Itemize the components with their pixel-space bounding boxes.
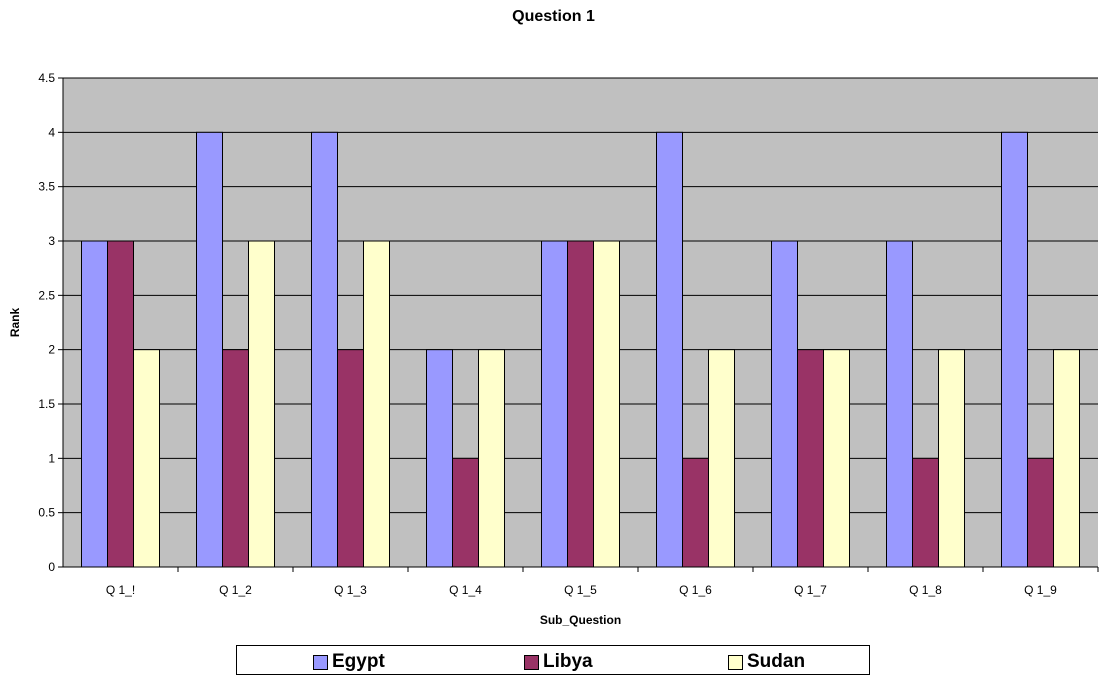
x-tick-label: Q 1_9	[1024, 583, 1057, 597]
x-tick-label: Q 1_3	[334, 583, 367, 597]
bar-libya	[682, 457, 709, 568]
x-tick-label: Q 1_8	[909, 583, 942, 597]
bar-egypt	[886, 240, 913, 568]
bar-sudan	[823, 349, 850, 568]
bar-sudan	[133, 349, 160, 568]
x-tick-label: Q 1_5	[564, 583, 597, 597]
legend-item-sudan: Sudan	[728, 651, 805, 673]
bar-libya	[337, 349, 364, 568]
y-tick-label: 4	[48, 125, 55, 139]
legend-label: Libya	[543, 651, 593, 672]
y-tick-label: 3.5	[38, 180, 55, 194]
bar-libya	[912, 457, 939, 568]
y-tick-label: 1	[48, 451, 55, 465]
legend-item-libya: Libya	[524, 651, 593, 673]
bar-egypt	[656, 131, 683, 568]
x-tick-label: Q 1_7	[794, 583, 827, 597]
legend-swatch	[728, 654, 743, 670]
bar-egypt	[541, 240, 568, 568]
y-tick-label: 2.5	[38, 288, 55, 302]
x-tick-label: Q 1_6	[679, 583, 712, 597]
legend-label: Sudan	[747, 651, 806, 672]
bar-libya	[107, 240, 134, 568]
y-tick-label: 0.5	[38, 506, 55, 520]
bar-sudan	[593, 240, 620, 568]
y-tick-label: 1.5	[38, 397, 55, 411]
bar-sudan	[248, 240, 275, 568]
y-tick-label: 4.5	[38, 71, 55, 85]
y-axis-title: Rank	[8, 308, 22, 338]
bars	[81, 131, 1080, 568]
bar-egypt	[311, 131, 338, 568]
y-tick-label: 3	[48, 234, 55, 248]
bar-libya	[1027, 457, 1054, 568]
x-tick-label: Q 1_2	[219, 583, 252, 597]
legend: Egypt Libya Sudan	[236, 645, 870, 675]
axes: 0 0.5 1 1.5 2 2.5 3 3.5 4 4.5 Q 1_! Q 1_2 Q 1_3 Q 1_4…	[38, 71, 1099, 597]
bar-egypt	[1001, 131, 1028, 568]
legend-swatch	[313, 654, 328, 670]
bar-sudan	[938, 349, 965, 568]
bar-libya	[222, 349, 249, 568]
y-tick-label: 2	[48, 343, 55, 357]
x-tick-label: Q 1_4	[449, 583, 482, 597]
bar-sudan	[708, 349, 735, 568]
chart-title: Question 1	[512, 8, 595, 25]
legend-item-egypt: Egypt	[313, 651, 385, 673]
bar-libya	[567, 240, 594, 568]
bar-egypt	[426, 349, 453, 568]
bar-sudan	[478, 349, 505, 568]
bar-egypt	[196, 131, 223, 568]
bar-egypt	[771, 240, 798, 568]
bar-egypt	[81, 240, 108, 568]
y-tick-label: 0	[48, 560, 55, 574]
x-axis-title: Sub_Question	[540, 613, 621, 627]
bar-libya	[452, 457, 479, 568]
bar-libya	[797, 349, 824, 568]
bar-sudan	[1053, 349, 1080, 568]
legend-label: Egypt	[332, 651, 385, 672]
bar-sudan	[363, 240, 390, 568]
legend-swatch	[524, 654, 539, 670]
x-tick-label: Q 1_!	[106, 583, 135, 597]
